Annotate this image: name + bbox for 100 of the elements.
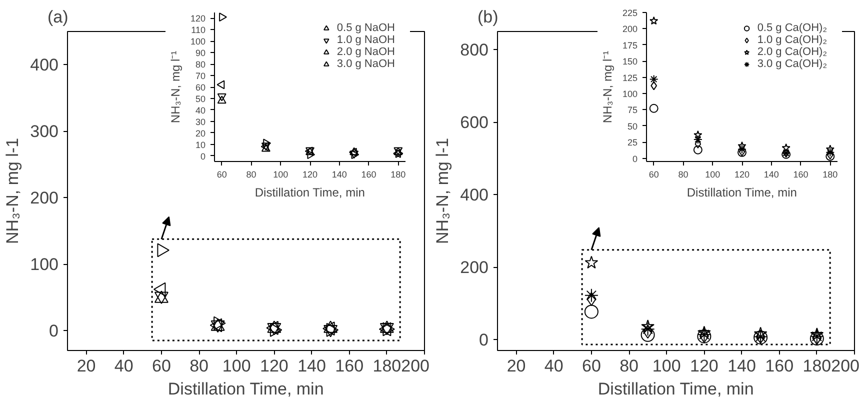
x-tick-label: 60 — [216, 170, 227, 180]
text: (b) — [478, 8, 498, 26]
x-axis-title: Distillation Time, min — [254, 186, 365, 200]
y-axis-title: NH₃-N, mg l⁻¹ — [600, 50, 614, 124]
x-tick-label: 120 — [302, 170, 318, 180]
point — [649, 74, 658, 84]
x-tick-label: 60 — [648, 170, 659, 180]
x-tick-label: 100 — [705, 170, 720, 180]
point — [393, 148, 401, 158]
point — [810, 329, 824, 344]
y-tick-label: 125 — [622, 72, 638, 83]
y-tick-label: 200 — [622, 24, 638, 34]
x-axis-title: Distillation Time, min — [168, 380, 324, 398]
y-tick-label: 100 — [30, 255, 59, 274]
y-tick-label: 25 — [627, 138, 638, 148]
x-tick-label: 160 — [361, 170, 376, 180]
y-tick-label: 60 — [195, 82, 206, 92]
x-tick-label: 200 — [831, 356, 859, 376]
point — [698, 326, 711, 338]
point — [810, 332, 824, 346]
x-tick-label: 180 — [802, 356, 832, 376]
y-tick-label: 120 — [190, 14, 206, 24]
y-tick-label: 0 — [200, 151, 206, 162]
x-tick-label: 140 — [298, 356, 326, 376]
x-tick-label: 40 — [114, 356, 134, 376]
y-tick-label: 200 — [460, 258, 489, 278]
point — [217, 96, 226, 104]
x-tick-label: 120 — [734, 170, 750, 180]
text: (a) — [48, 8, 68, 26]
x-tick-label: 160 — [793, 170, 808, 180]
x-tick-label: 100 — [652, 356, 681, 376]
y-tick-label: 800 — [460, 40, 489, 60]
y-tick-label: 50 — [627, 121, 638, 132]
point — [348, 148, 357, 157]
point — [263, 138, 272, 148]
x-tick-label: 20 — [506, 356, 526, 376]
y-tick-label: 300 — [30, 122, 59, 142]
x-axis-title: Distillation Time, min — [598, 380, 754, 398]
y-axis-title: NH₃-N, mg l-1 — [433, 138, 452, 244]
y-tick-label: 0 — [49, 322, 59, 341]
point — [650, 81, 658, 90]
point — [738, 144, 746, 154]
point — [307, 150, 316, 160]
y-tick-label: 400 — [30, 56, 59, 75]
x-tick-label: 180 — [822, 170, 838, 180]
y-tick-label: 175 — [622, 40, 638, 50]
x-tick-label: 160 — [765, 356, 794, 376]
y-tick-label: 40 — [195, 105, 206, 116]
point — [694, 140, 702, 149]
y-tick-label: 0 — [479, 330, 489, 350]
point — [693, 134, 702, 144]
x-tick-label: 120 — [260, 356, 288, 376]
x-tick-label: 160 — [335, 356, 364, 376]
legend-label: 2.0 g NaOH — [336, 46, 395, 58]
point — [649, 104, 658, 113]
y-tick-label: 30 — [195, 116, 206, 127]
legend-label: 1.0 g NaOH — [336, 34, 395, 46]
x-tick-label: 100 — [222, 356, 251, 376]
y-tick-label: 600 — [460, 113, 489, 132]
y-tick-label: 225 — [622, 8, 638, 18]
point — [810, 328, 824, 340]
x-axis-title: Distillation Time, min — [686, 186, 797, 200]
x-tick-label: 200 — [401, 356, 430, 376]
x-tick-label: 60 — [152, 356, 171, 376]
y-tick-label: 100 — [190, 36, 206, 47]
x-tick-label: 100 — [273, 170, 288, 180]
y-tick-label: 70 — [195, 71, 206, 82]
point — [216, 80, 225, 90]
y-tick-label: 50 — [195, 94, 206, 104]
legend-label: 3.0 g Ca(OH)₂ — [757, 58, 827, 70]
x-tick-label: 140 — [332, 170, 347, 180]
point — [395, 148, 404, 158]
point — [782, 143, 790, 152]
x-tick-label: 120 — [690, 356, 718, 376]
x-tick-label: 140 — [764, 170, 779, 180]
y-tick-label: 110 — [191, 25, 206, 36]
point — [219, 12, 227, 22]
point — [641, 320, 654, 332]
y-tick-label: 90 — [195, 48, 206, 58]
legend-label: 0.5 g Ca(OH)₂ — [757, 22, 827, 34]
point — [738, 141, 746, 150]
x-tick-label: 80 — [678, 170, 688, 180]
y-tick-label: 400 — [460, 186, 489, 205]
point — [650, 16, 658, 25]
y-tick-label: 20 — [195, 128, 206, 138]
point — [754, 326, 768, 340]
y-axis-title: NH₃-N, mg l-1 — [3, 138, 22, 244]
point — [584, 288, 598, 302]
y-tick-label: 0 — [632, 154, 638, 164]
point — [584, 304, 598, 319]
x-tick-label: 40 — [544, 356, 564, 376]
x-tick-label: 140 — [728, 356, 756, 376]
point — [826, 148, 835, 157]
y-tick-label: 150 — [622, 56, 638, 67]
legend-label: 1.0 g Ca(OH)₂ — [757, 34, 827, 46]
y-tick-label: 10 — [195, 140, 206, 150]
point — [694, 130, 702, 139]
y-tick-label: 80 — [195, 60, 206, 70]
legend-label: 2.0 g Ca(OH)₂ — [757, 46, 827, 58]
x-tick-label: 80 — [246, 170, 256, 180]
